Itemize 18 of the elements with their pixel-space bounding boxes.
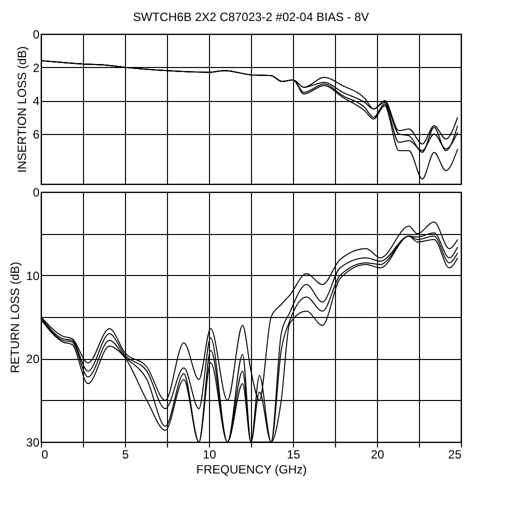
y-tick-label: 10 [26,268,40,283]
x-tick-label: 25 [448,448,462,462]
x-tick-label: 15 [286,448,300,462]
y-tick-label: 4 [32,94,40,108]
x-tick-label: 0 [42,448,48,462]
x-axis-title: FREQUENCY (GHz) [196,462,307,476]
y-tick-label: 2 [32,60,40,75]
y-axis-title: INSERTION LOSS (dB) [14,46,29,173]
x-tick-label: 5 [122,448,130,462]
y-tick-label: 0 [32,186,40,200]
chart-title: SWTCH6B 2X2 C87023-2 #02-04 BIAS - 8V [132,10,370,24]
x-tick-label: 10 [202,448,216,462]
y-tick-label: 20 [26,352,40,366]
y-tick-label: 30 [26,436,40,450]
y-tick-label: 6 [32,128,40,142]
x-tick-label: 20 [370,448,384,462]
y-axis-title: RETURN LOSS (dB) [8,262,22,374]
y-tick-label: 0 [32,28,40,42]
